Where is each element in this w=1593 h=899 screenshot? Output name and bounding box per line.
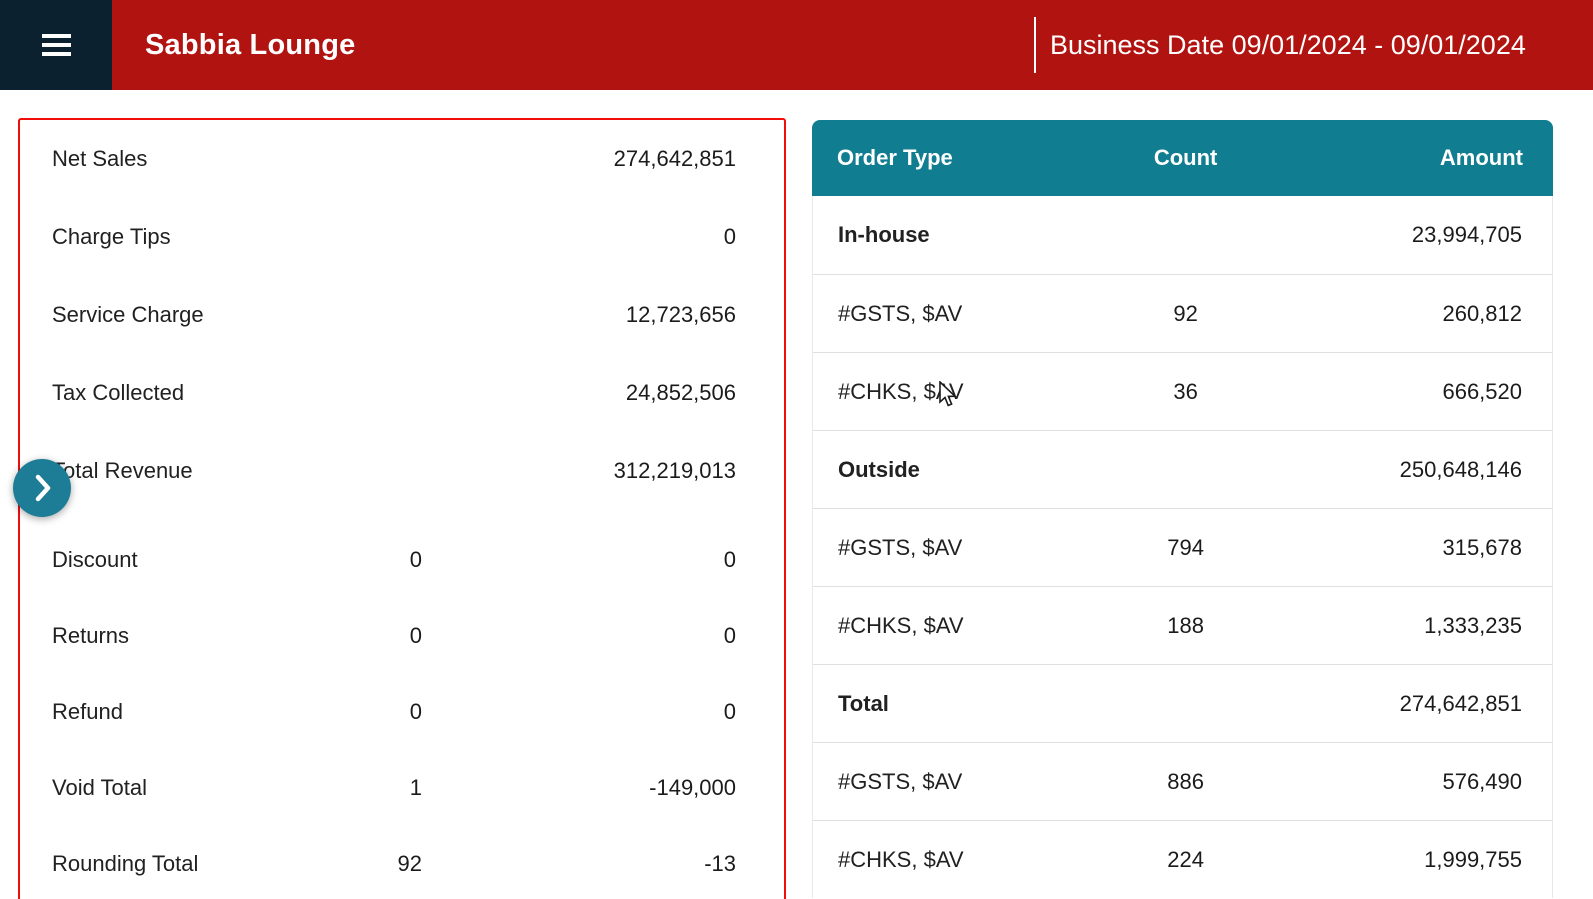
table-row: #GSTS, $AV 92 260,812 <box>813 274 1552 352</box>
cell-amount: 1,333,235 <box>1424 612 1522 638</box>
cell-count: 224 <box>1167 846 1204 872</box>
column-header-count: Count <box>1153 145 1218 170</box>
table-body: In-house 23,994,705 #GSTS, $AV 92 260,81… <box>812 196 1553 898</box>
row-count: 0 <box>409 699 422 724</box>
cell-amount: 274,642,851 <box>1399 690 1522 716</box>
cell-amount: 315,678 <box>1442 534 1522 560</box>
hamburger-icon <box>41 34 71 56</box>
cell-order-type: #CHKS, $AV <box>838 612 964 638</box>
row-count: 0 <box>409 547 422 572</box>
cell-amount: 23,994,705 <box>1411 222 1522 247</box>
row-label: Rounding Total <box>52 851 199 876</box>
table-row: #CHKS, $AV 36 666,520 <box>813 352 1552 430</box>
cell-count: 92 <box>1173 300 1198 326</box>
row-amount: 312,219,013 <box>613 458 736 483</box>
cell-order-type: #GSTS, $AV <box>838 534 963 560</box>
table-row-total: Total 274,642,851 <box>813 664 1552 742</box>
cell-amount: 250,648,146 <box>1399 456 1522 482</box>
row-label: Discount <box>52 547 138 572</box>
header-divider <box>1034 17 1036 73</box>
summary-row-void-total: Void Total 1 -149,000 <box>52 750 736 826</box>
cell-order-type: Total <box>838 690 889 716</box>
cell-order-type: #CHKS, $AV <box>838 378 964 404</box>
page-title: Sabbia Lounge <box>145 28 356 61</box>
row-label: Returns <box>52 623 130 648</box>
row-label: Net Sales <box>52 146 148 171</box>
cell-amount: 666,520 <box>1442 378 1522 404</box>
row-amount: 0 <box>723 224 736 249</box>
cell-order-type: #GSTS, $AV <box>838 768 963 794</box>
summary-row-rounding-total: Rounding Total 92 -13 <box>52 826 736 899</box>
row-amount: 0 <box>723 699 736 724</box>
expand-panel-button[interactable] <box>13 459 71 517</box>
row-label: Refund <box>52 699 123 724</box>
row-amount: 12,723,656 <box>625 302 736 327</box>
summary-row-discount: Discount 0 0 <box>52 522 736 598</box>
cell-order-type: #CHKS, $AV <box>838 846 964 872</box>
sales-summary-panel: Net Sales 274,642,851 Charge Tips 0 Serv… <box>18 118 786 899</box>
chevron-right-icon <box>35 474 51 502</box>
table-row: #CHKS, $AV 224 1,999,755 <box>813 820 1552 898</box>
row-amount: 0 <box>723 623 736 648</box>
table-row-outside: Outside 250,648,146 <box>813 430 1552 508</box>
table-row: #CHKS, $AV 188 1,333,235 <box>813 586 1552 664</box>
row-label: Void Total <box>52 775 148 800</box>
row-label: Charge Tips <box>52 224 171 249</box>
table-header: Order Type Count Amount <box>812 120 1553 196</box>
row-label: Total Revenue <box>52 458 193 483</box>
cell-amount: 1,999,755 <box>1424 846 1522 872</box>
row-amount: -13 <box>704 851 736 876</box>
summary-row-total-revenue: Total Revenue 312,219,013 <box>52 432 736 510</box>
table-row: #GSTS, $AV 886 576,490 <box>813 742 1552 820</box>
row-count: 0 <box>409 623 422 648</box>
cell-order-type: In-house <box>838 222 930 247</box>
cell-count: 188 <box>1167 612 1204 638</box>
row-amount: 0 <box>723 547 736 572</box>
cell-order-type: Outside <box>838 456 920 482</box>
row-amount: 274,642,851 <box>613 146 736 171</box>
section-spacer <box>52 510 736 522</box>
order-type-table: Order Type Count Amount In-house 23,994,… <box>812 120 1553 898</box>
business-date-group: Business Date 09/01/2024 - 09/01/2024 <box>1034 0 1526 90</box>
summary-row-returns: Returns 0 0 <box>52 598 736 674</box>
summary-row-net-sales: Net Sales 274,642,851 <box>52 120 736 198</box>
column-header-amount: Amount <box>1439 145 1523 170</box>
row-label: Tax Collected <box>52 380 185 405</box>
business-date-label[interactable]: Business Date 09/01/2024 - 09/01/2024 <box>1050 29 1526 60</box>
row-amount: -149,000 <box>649 775 736 800</box>
cell-count: 36 <box>1173 378 1198 404</box>
cell-order-type: #GSTS, $AV <box>838 300 963 326</box>
row-count: 92 <box>397 851 422 876</box>
table-row: #GSTS, $AV 794 315,678 <box>813 508 1552 586</box>
row-count: 1 <box>409 775 422 800</box>
menu-button[interactable] <box>0 0 112 90</box>
row-amount: 24,852,506 <box>625 380 736 405</box>
cell-amount: 260,812 <box>1442 300 1522 326</box>
row-label: Service Charge <box>52 302 204 327</box>
cell-amount: 576,490 <box>1442 768 1522 794</box>
cell-count: 886 <box>1167 768 1204 794</box>
cell-count: 794 <box>1167 534 1204 560</box>
summary-row-charge-tips: Charge Tips 0 <box>52 198 736 276</box>
summary-row-tax-collected: Tax Collected 24,852,506 <box>52 354 736 432</box>
summary-row-refund: Refund 0 0 <box>52 674 736 750</box>
app-bar: Sabbia Lounge Business Date 09/01/2024 -… <box>0 0 1593 90</box>
column-header-order-type: Order Type <box>837 145 953 170</box>
table-row-in-house: In-house 23,994,705 <box>813 196 1552 274</box>
summary-row-service-charge: Service Charge 12,723,656 <box>52 276 736 354</box>
